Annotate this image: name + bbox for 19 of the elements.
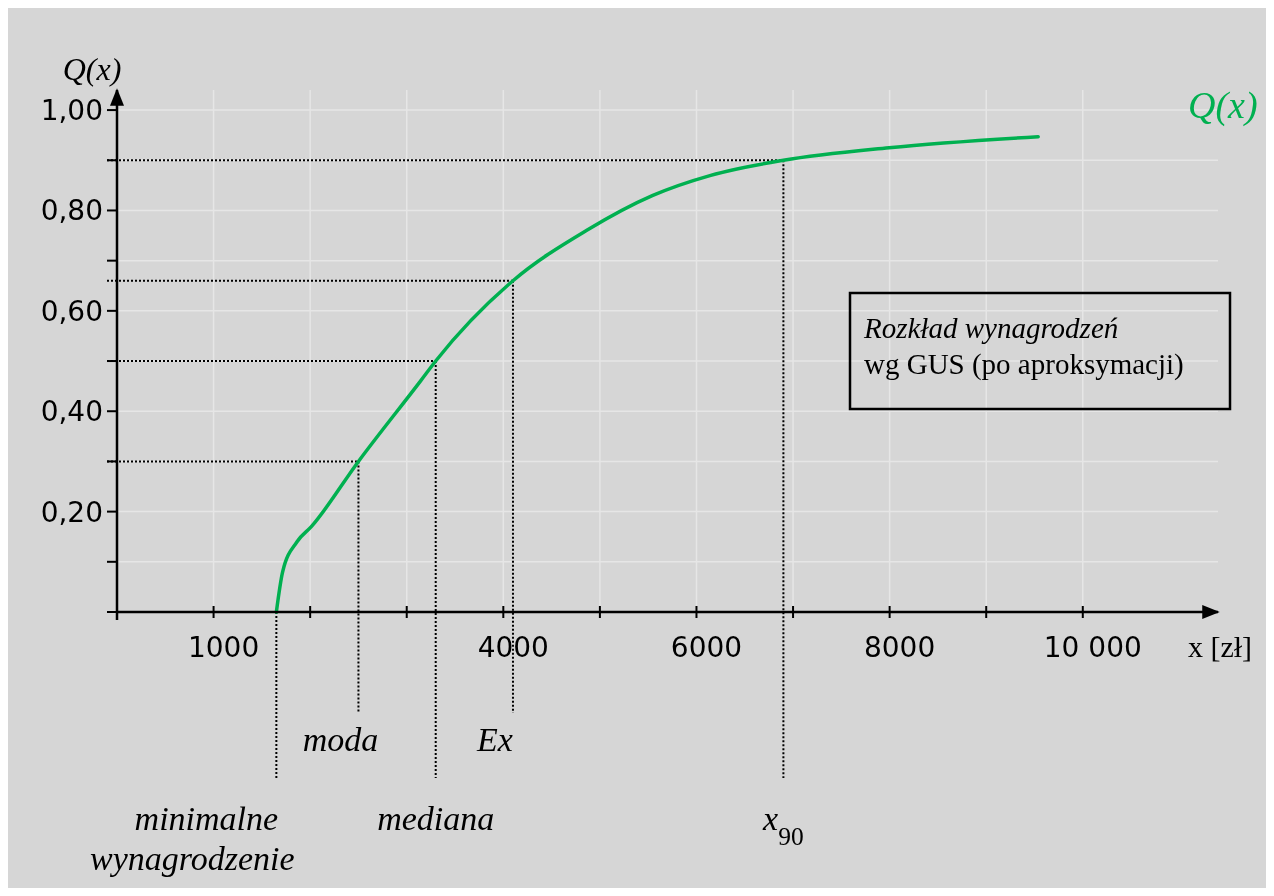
y-axis-title: Q(x): [62, 51, 122, 87]
x-tick-label: 4000: [477, 631, 549, 664]
ref-line-label: mediana: [377, 800, 495, 837]
text: Q(x): [1188, 84, 1258, 127]
x-tick-label: 8000: [864, 631, 936, 664]
x-tick-label: 10 000: [1043, 631, 1142, 664]
ref-line-label: minimalne wynagrodzenie: [90, 800, 295, 877]
y-tick-label: 1,00: [40, 94, 103, 128]
y-tick-label: 0,40: [40, 395, 103, 429]
y-tick-label: 0,80: [40, 194, 103, 228]
x-tick-label: 1000: [187, 631, 260, 664]
x-axis-title: x [zł]: [1187, 630, 1253, 663]
y-tick-label: 0,20: [40, 495, 103, 529]
annotation: Rozkład wynagrodzeń wg GUS (po aproksymacji): [863, 312, 1184, 381]
ref-line-label: Ex: [476, 721, 513, 758]
x-tick-label: 6000: [670, 631, 743, 664]
y-tick-label: 0,60: [40, 294, 103, 328]
ref-line-label: x$_{90}$: [762, 800, 804, 851]
ref-line-label: moda: [302, 721, 379, 758]
